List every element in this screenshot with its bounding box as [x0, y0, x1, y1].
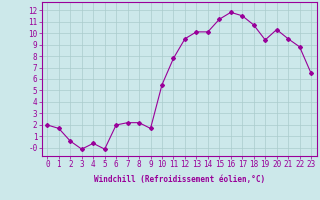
X-axis label: Windchill (Refroidissement éolien,°C): Windchill (Refroidissement éolien,°C) — [94, 175, 265, 184]
